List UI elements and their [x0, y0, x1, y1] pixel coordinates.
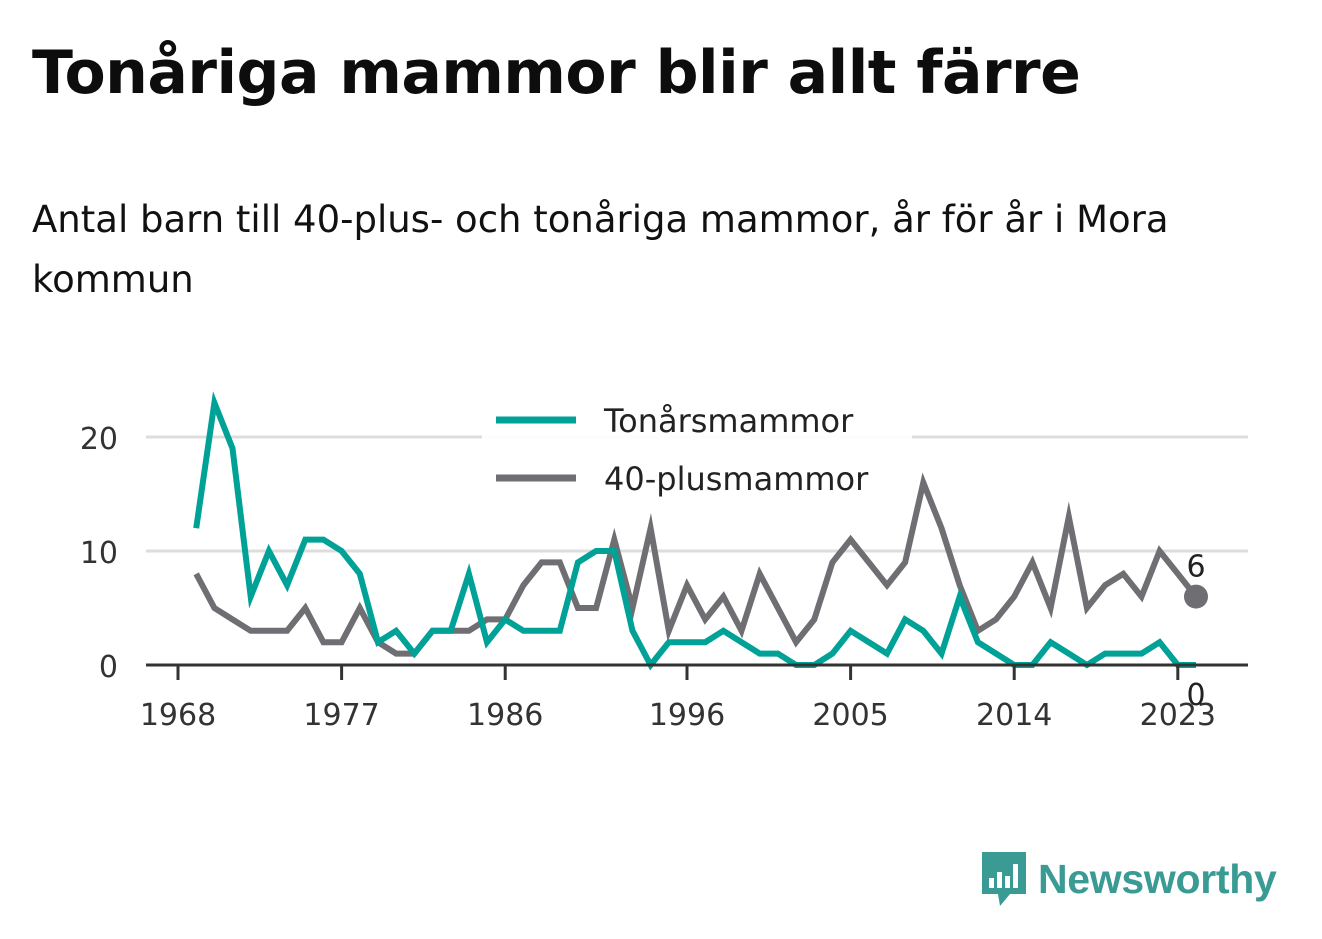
x-tick-label: 2005	[812, 698, 888, 733]
x-tick-label: 1996	[649, 698, 725, 733]
x-tick-label: 1968	[140, 698, 216, 733]
bar-chart-speech-bubble-icon	[982, 852, 1026, 906]
end-point-marker	[1184, 584, 1208, 609]
y-tick-label: 10	[80, 536, 118, 571]
end-label-1: 6	[1186, 550, 1205, 585]
chart-subtitle: Antal barn till 40-plus- och tonåriga ma…	[32, 198, 1169, 301]
chart-title: Tonåriga mammor blir allt färre	[32, 38, 1081, 108]
legend-background	[482, 396, 912, 504]
y-tick-label: 20	[80, 422, 118, 457]
y-tick-label: 0	[99, 650, 118, 685]
legend: Tonårsmammor 40-plusmammor	[482, 396, 912, 504]
x-tick-label: 2014	[976, 698, 1052, 733]
series-line-1	[193, 472, 1199, 657]
end-label-0: 0	[1186, 678, 1205, 713]
end-labels: 06	[1184, 550, 1208, 713]
x-axis: 0 10 20 1968 1977 1986 1996 2005 2014 2023	[80, 422, 1248, 733]
brand-logo: Newsworthy	[980, 850, 1277, 908]
x-tick-label: 2023	[1140, 698, 1216, 733]
brand-name: Newsworthy	[1038, 855, 1277, 902]
legend-label-1: 40-plusmammor	[604, 460, 869, 498]
x-tick-label: 1977	[303, 698, 379, 733]
x-tick-label: 1986	[467, 698, 543, 733]
legend-label-0: Tonårsmammor	[603, 402, 854, 440]
